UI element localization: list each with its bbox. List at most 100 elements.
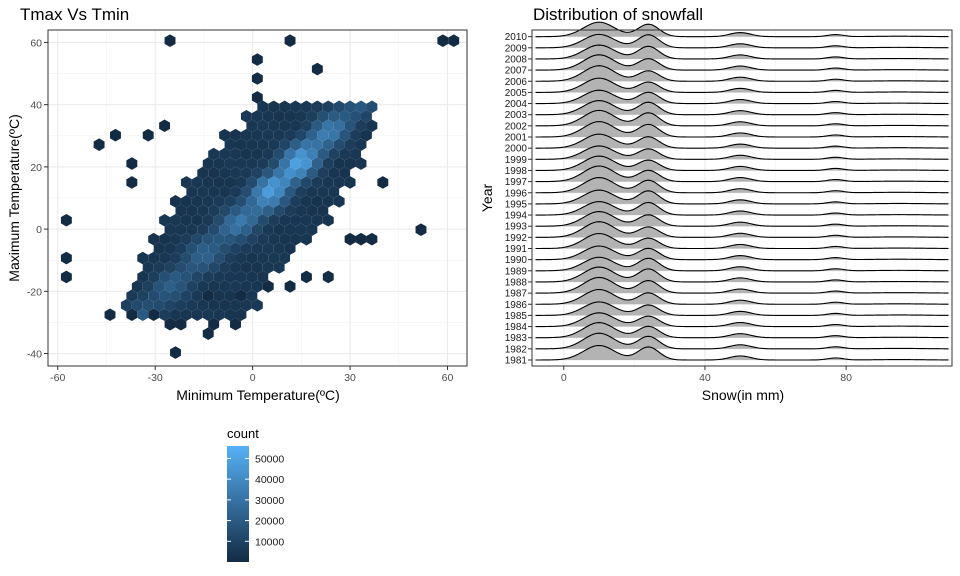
hex-cell: [213, 157, 225, 170]
hex-cell: [235, 289, 247, 303]
hex-cell: [295, 166, 307, 180]
hex-cell: [148, 308, 160, 322]
hex-cell: [262, 204, 274, 218]
hex-cell: [202, 251, 214, 265]
hex-cell: [311, 100, 323, 114]
hex-cell: [251, 223, 263, 236]
ridge-fill: [535, 221, 949, 238]
hexbin-y-axis-title: Maximum Temperature(ºC): [6, 114, 22, 281]
hex-cell: [360, 110, 372, 123]
hex-cell: [230, 223, 241, 236]
hex-cell: [290, 176, 301, 189]
hex-cell: [137, 289, 149, 303]
hex-cell: [317, 128, 329, 142]
ridge-fill: [535, 54, 949, 71]
hex-cell: [208, 299, 220, 312]
hex-cell: [219, 185, 231, 199]
hex-cell: [268, 213, 280, 227]
hex-cell: [186, 299, 198, 312]
hex-cell: [284, 128, 296, 142]
ridge-line: [535, 155, 949, 171]
hex-cell: [208, 317, 220, 331]
hex-cell: [164, 34, 176, 47]
hex-cell: [268, 232, 280, 246]
hex-cell: [131, 280, 143, 293]
hex-cell: [273, 128, 285, 142]
ridge-fill: [535, 177, 949, 193]
hex-cell: [322, 270, 334, 284]
hex-cell: [230, 128, 241, 142]
hex-cell: [273, 223, 285, 236]
hex-cell: [224, 270, 236, 284]
year-label: 1989: [505, 266, 528, 277]
ridge-line: [535, 100, 949, 116]
ridge-fill: [535, 246, 949, 260]
ridge-line: [535, 21, 949, 38]
hex-cell: [230, 147, 241, 161]
ridge-line: [535, 109, 949, 127]
hex-cell: [153, 280, 165, 293]
hex-cell: [180, 308, 192, 322]
hex-cell: [251, 242, 263, 255]
hex-cell: [355, 232, 367, 246]
hex-cell: [159, 232, 171, 246]
hex-cell: [246, 138, 258, 151]
hex-cell: [191, 251, 203, 265]
hex-cell: [60, 251, 72, 265]
hex-cell: [344, 232, 356, 246]
hex-cell: [240, 166, 252, 180]
ridge-fill: [535, 233, 949, 249]
hex-cell: [246, 251, 258, 265]
year-label: 2003: [505, 110, 528, 121]
hex-cell: [355, 119, 367, 133]
ridge-1983: [535, 322, 949, 339]
hex-cell: [273, 261, 285, 274]
hex-cell: [224, 195, 236, 208]
x-tick-label: -60: [50, 372, 65, 384]
hex-cell: [262, 128, 274, 142]
y-tick-label: -20: [27, 286, 42, 298]
hex-cell: [322, 213, 334, 227]
ridge-fill: [535, 289, 949, 305]
ridge-2002: [535, 109, 949, 127]
hex-cell: [164, 317, 176, 331]
hex-cell: [300, 195, 312, 208]
hex-cell: [224, 138, 236, 151]
ridge-1996: [535, 176, 949, 194]
hex-cell: [208, 204, 220, 218]
hex-cell: [93, 138, 105, 151]
hex-cell: [350, 147, 361, 161]
hex-cell: [333, 119, 345, 133]
hexbin-plot-border: [47, 29, 468, 367]
hex-cell: [175, 299, 187, 312]
year-label: 1993: [505, 222, 528, 233]
hex-cell: [251, 185, 263, 199]
hex-cell: [224, 308, 236, 322]
hex-cell: [300, 119, 312, 133]
hex-cell: [224, 232, 236, 246]
hex-cell: [197, 299, 209, 312]
hex-cell: [295, 223, 307, 236]
hex-cell: [126, 289, 138, 303]
hex-cell: [142, 280, 154, 293]
hex-cell: [175, 280, 187, 293]
hex-cell: [186, 204, 198, 218]
hex-cell: [279, 157, 291, 170]
year-label: 2007: [505, 66, 528, 77]
hex-cell: [262, 185, 274, 199]
hex-cell: [279, 232, 291, 246]
hex-cell: [170, 251, 181, 265]
ridge-1986: [535, 288, 949, 305]
hex-cell: [180, 232, 192, 246]
hex-cell: [262, 166, 274, 180]
hexbin-panel: Tmax Vs Tmin -60 -30 0 30 60 -40 -20 0 20 40 60 M…: [6, 5, 468, 562]
ridge-line: [535, 322, 949, 339]
ridge-fill: [535, 65, 949, 82]
hex-cell: [300, 176, 312, 189]
ridge-1997: [535, 165, 949, 183]
hex-cell: [159, 289, 171, 303]
ridge-fill: [535, 78, 949, 93]
hex-cell: [251, 166, 263, 180]
hex-cell: [170, 213, 181, 227]
ridge-line: [535, 65, 949, 82]
